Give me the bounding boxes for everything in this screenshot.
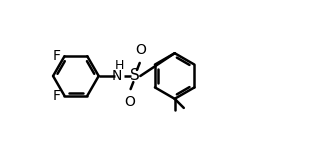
Text: F: F xyxy=(53,89,61,103)
Text: O: O xyxy=(124,95,135,109)
Text: O: O xyxy=(135,43,146,57)
Text: F: F xyxy=(53,49,61,63)
Text: S: S xyxy=(130,69,140,83)
Text: H: H xyxy=(115,59,124,72)
Text: N: N xyxy=(112,69,122,83)
